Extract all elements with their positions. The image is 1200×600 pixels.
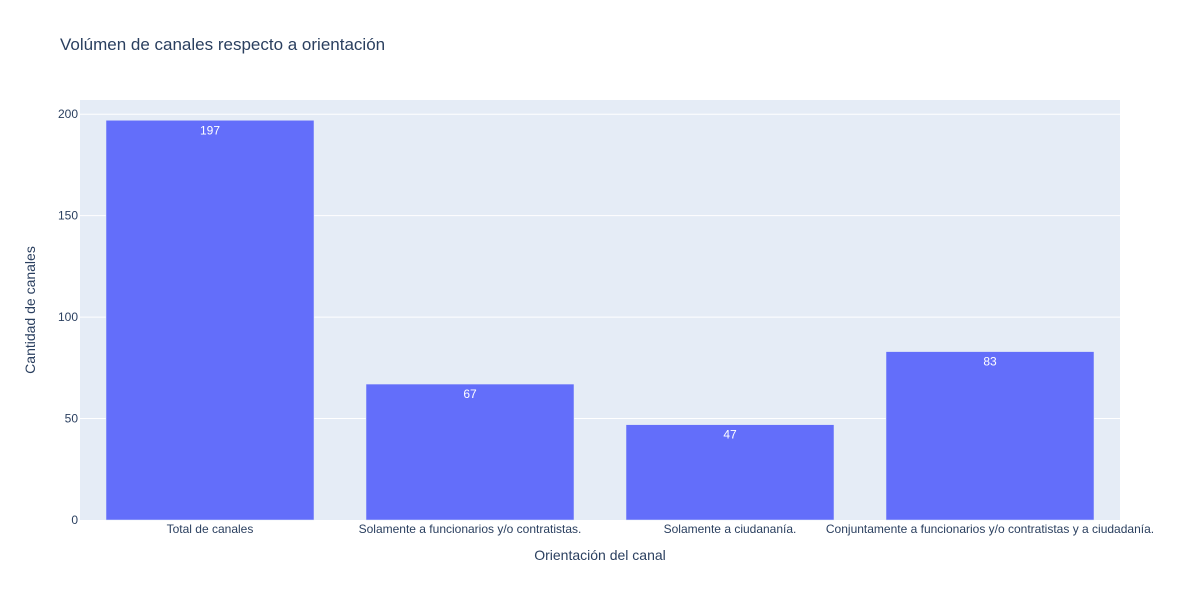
chart-title: Volúmen de canales respecto a orientació… bbox=[60, 35, 385, 54]
bar bbox=[885, 351, 1095, 521]
bar bbox=[365, 383, 575, 521]
bar bbox=[105, 120, 315, 521]
x-axis-ticks: Total de canales Solamente a funcionarios… bbox=[167, 522, 1154, 536]
y-axis-title: Cantidad de canales bbox=[22, 246, 38, 374]
bar-data-label: 47 bbox=[723, 428, 737, 442]
y-tick-label: 150 bbox=[58, 209, 78, 223]
bar-data-label: 197 bbox=[200, 123, 220, 137]
bar-data-label: 67 bbox=[463, 387, 477, 401]
bars: 197 67 47 83 bbox=[105, 120, 1095, 521]
x-tick-label: Conjuntamente a funcionarios y/o contrat… bbox=[826, 522, 1154, 536]
y-tick-label: 0 bbox=[71, 513, 78, 527]
bar bbox=[625, 424, 835, 521]
bar-data-label: 83 bbox=[983, 355, 997, 369]
x-axis-title: Orientación del canal bbox=[534, 547, 666, 563]
y-axis-ticks: 0 50 100 150 200 bbox=[58, 107, 78, 527]
x-tick-label: Solamente a ciudananía. bbox=[664, 522, 797, 536]
x-tick-label: Solamente a funcionarios y/o contratista… bbox=[359, 522, 582, 536]
x-tick-label: Total de canales bbox=[167, 522, 254, 536]
y-tick-label: 50 bbox=[65, 412, 79, 426]
y-tick-label: 200 bbox=[58, 107, 78, 121]
y-tick-label: 100 bbox=[58, 310, 78, 324]
